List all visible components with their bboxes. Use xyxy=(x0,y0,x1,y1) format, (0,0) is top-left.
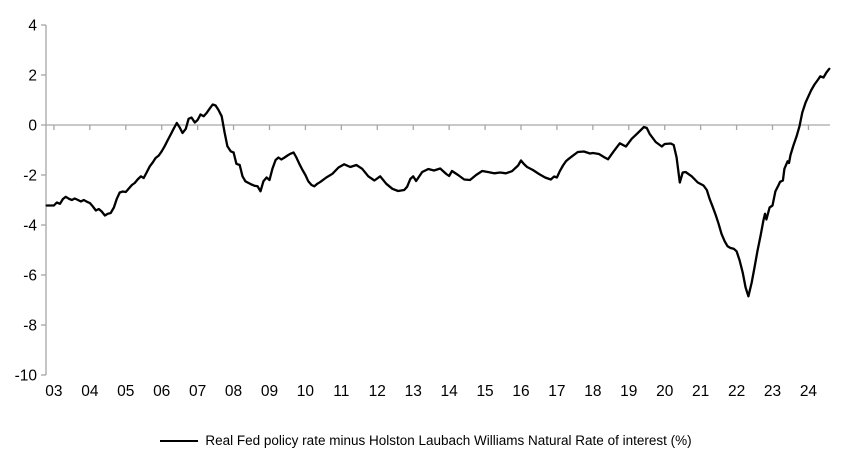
y-tick-label: -6 xyxy=(23,268,37,285)
y-tick-label: 0 xyxy=(28,118,37,135)
y-tick-label: -8 xyxy=(23,318,37,335)
x-tick-label: 09 xyxy=(261,383,278,400)
x-tick-label: 13 xyxy=(405,383,422,400)
x-tick-label: 21 xyxy=(692,383,709,400)
x-tick-label: 24 xyxy=(800,383,818,400)
x-tick-label: 07 xyxy=(189,383,206,400)
x-tick-label: 14 xyxy=(441,383,459,400)
legend-line-swatch xyxy=(160,439,199,442)
chart-legend: Real Fed policy rate minus Holston Lauba… xyxy=(0,433,852,448)
x-tick-label: 20 xyxy=(656,383,674,400)
x-tick-label: 06 xyxy=(153,383,170,400)
x-tick-label: 23 xyxy=(764,383,781,400)
x-tick-label: 16 xyxy=(512,383,529,400)
x-tick-label: 10 xyxy=(297,383,315,400)
x-tick-label: 04 xyxy=(81,383,99,400)
x-tick-label: 03 xyxy=(45,383,62,400)
y-tick-label: -2 xyxy=(23,168,37,185)
x-tick-label: 08 xyxy=(225,383,242,400)
y-tick-label: 2 xyxy=(28,68,37,85)
x-tick-label: 17 xyxy=(548,383,565,400)
x-tick-label: 18 xyxy=(584,383,601,400)
legend-label: Real Fed policy rate minus Holston Lauba… xyxy=(205,433,692,448)
x-tick-label: 19 xyxy=(620,383,637,400)
x-tick-label: 15 xyxy=(476,383,493,400)
y-tick-label: 4 xyxy=(28,18,37,35)
x-tick-label: 22 xyxy=(728,383,745,400)
x-tick-label: 12 xyxy=(369,383,386,400)
series-line xyxy=(45,67,831,298)
x-tick-label: 11 xyxy=(333,383,349,400)
x-tick-label: 05 xyxy=(117,383,134,400)
y-tick-label: -10 xyxy=(15,368,38,385)
y-tick-label: -4 xyxy=(23,218,37,235)
